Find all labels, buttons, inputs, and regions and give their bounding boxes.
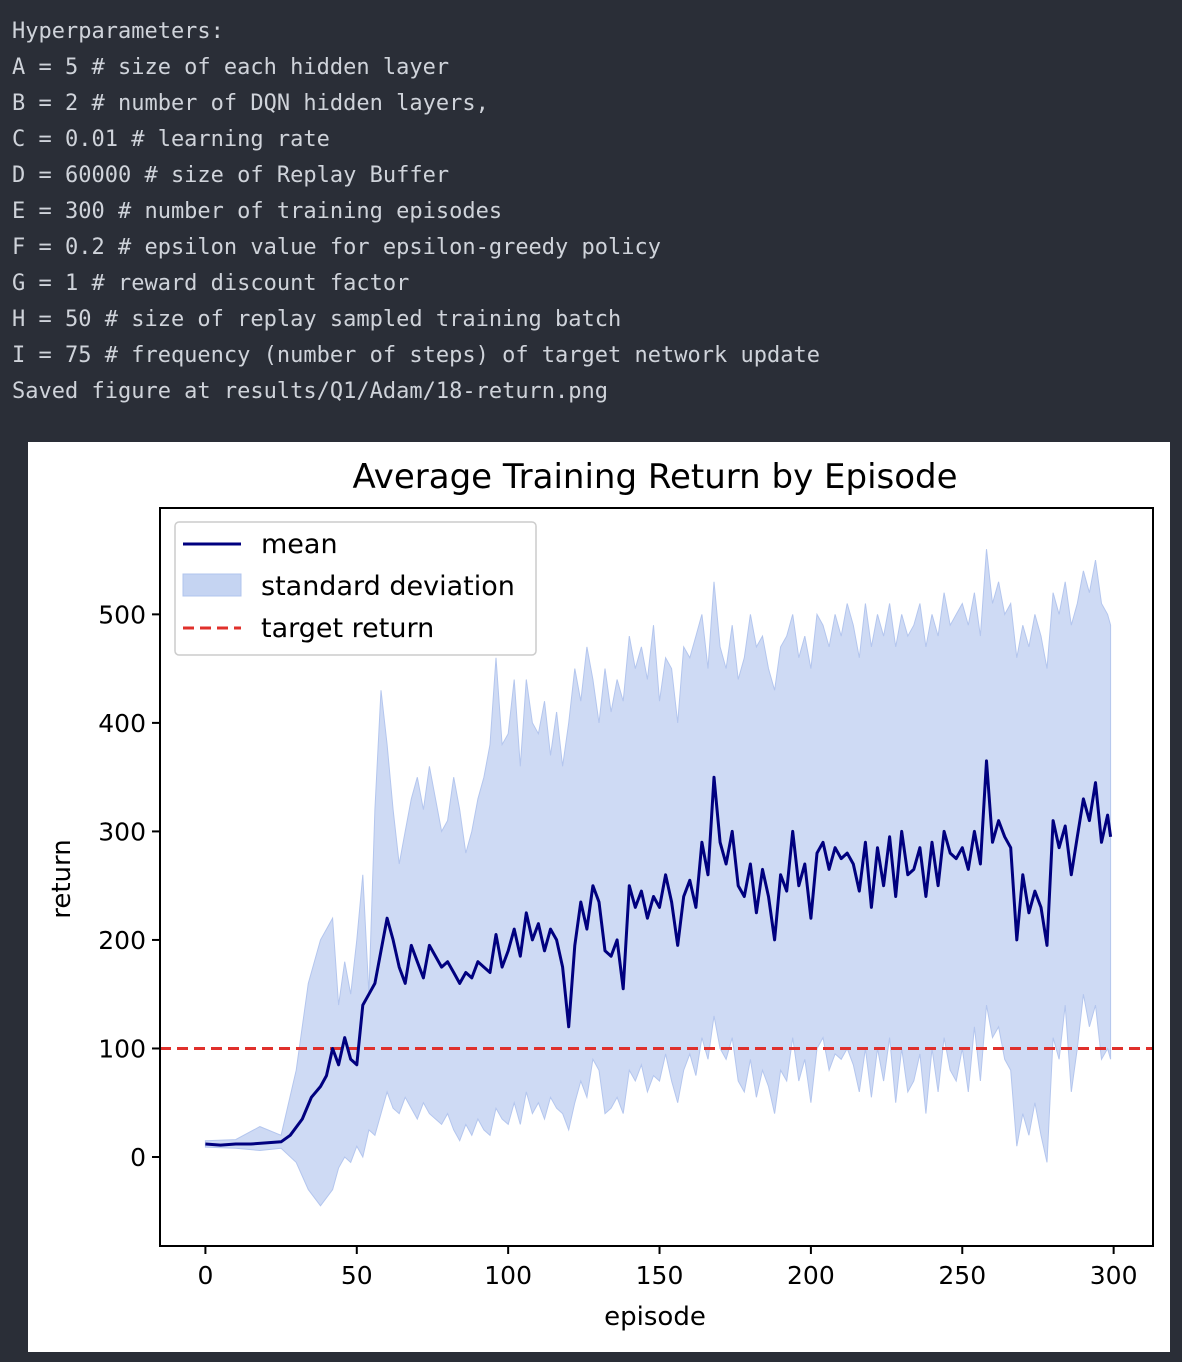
axes-frame [159, 507, 1154, 1247]
x-tick-label: 250 [938, 1261, 986, 1290]
x-tick-label: 100 [484, 1261, 532, 1290]
figure: Average Training Return by Episode 0 50 10… [28, 442, 1170, 1352]
legend-mean-label: mean [261, 529, 338, 560]
x-tick-label: 200 [787, 1261, 835, 1290]
legend-std-swatch [182, 573, 242, 597]
legend-box [174, 521, 537, 656]
console-line: E = 300 # number of training episodes [12, 199, 503, 224]
x-axis-label: episode [604, 1302, 706, 1332]
console-line: H = 50 # size of replay sampled training… [12, 307, 622, 332]
y-tick-label: 500 [98, 600, 146, 629]
axis-ticks: 0 50 100 150 200 250 300 0 100 200 300 400 500 [98, 600, 1137, 1290]
x-tick-label: 50 [341, 1261, 373, 1290]
plot-area [160, 549, 1153, 1207]
y-tick-label: 200 [98, 926, 146, 955]
console-line: D = 60000 # size of Replay Buffer [12, 163, 450, 188]
y-tick-label: 0 [130, 1143, 146, 1172]
y-tick-label: 100 [98, 1034, 146, 1063]
y-tick-label: 300 [98, 817, 146, 846]
console-line: Hyperparameters: [12, 19, 224, 44]
y-axis-label: return [47, 839, 77, 919]
legend-std-label: standard deviation [261, 571, 515, 602]
x-tick-label: 150 [636, 1261, 684, 1290]
mean-line [205, 759, 1113, 1147]
console-line: I = 75 # frequency (number of steps) of … [12, 343, 820, 368]
console-line: B = 2 # number of DQN hidden layers, [12, 91, 489, 116]
console-output: Hyperparameters: A = 5 # size of each hid… [12, 14, 820, 410]
return-chart: Average Training Return by Episode 0 50 10… [47, 457, 1154, 1332]
chart-title: Average Training Return by Episode [352, 457, 957, 497]
std-band [204, 549, 1112, 1207]
x-tick-label: 0 [197, 1261, 213, 1290]
console-line: C = 0.01 # learning rate [12, 127, 330, 152]
legend-target-label: target return [261, 613, 434, 644]
console-line: F = 0.2 # epsilon value for epsilon-gree… [12, 235, 662, 260]
x-tick-label: 300 [1090, 1261, 1138, 1290]
console-line: A = 5 # size of each hidden layer [12, 55, 450, 80]
legend: mean standard deviation target return [174, 521, 537, 656]
console-line: Saved figure at results/Q1/Adam/18-retur… [12, 379, 609, 404]
y-tick-label: 400 [98, 709, 146, 738]
console-line: G = 1 # reward discount factor [12, 271, 410, 296]
